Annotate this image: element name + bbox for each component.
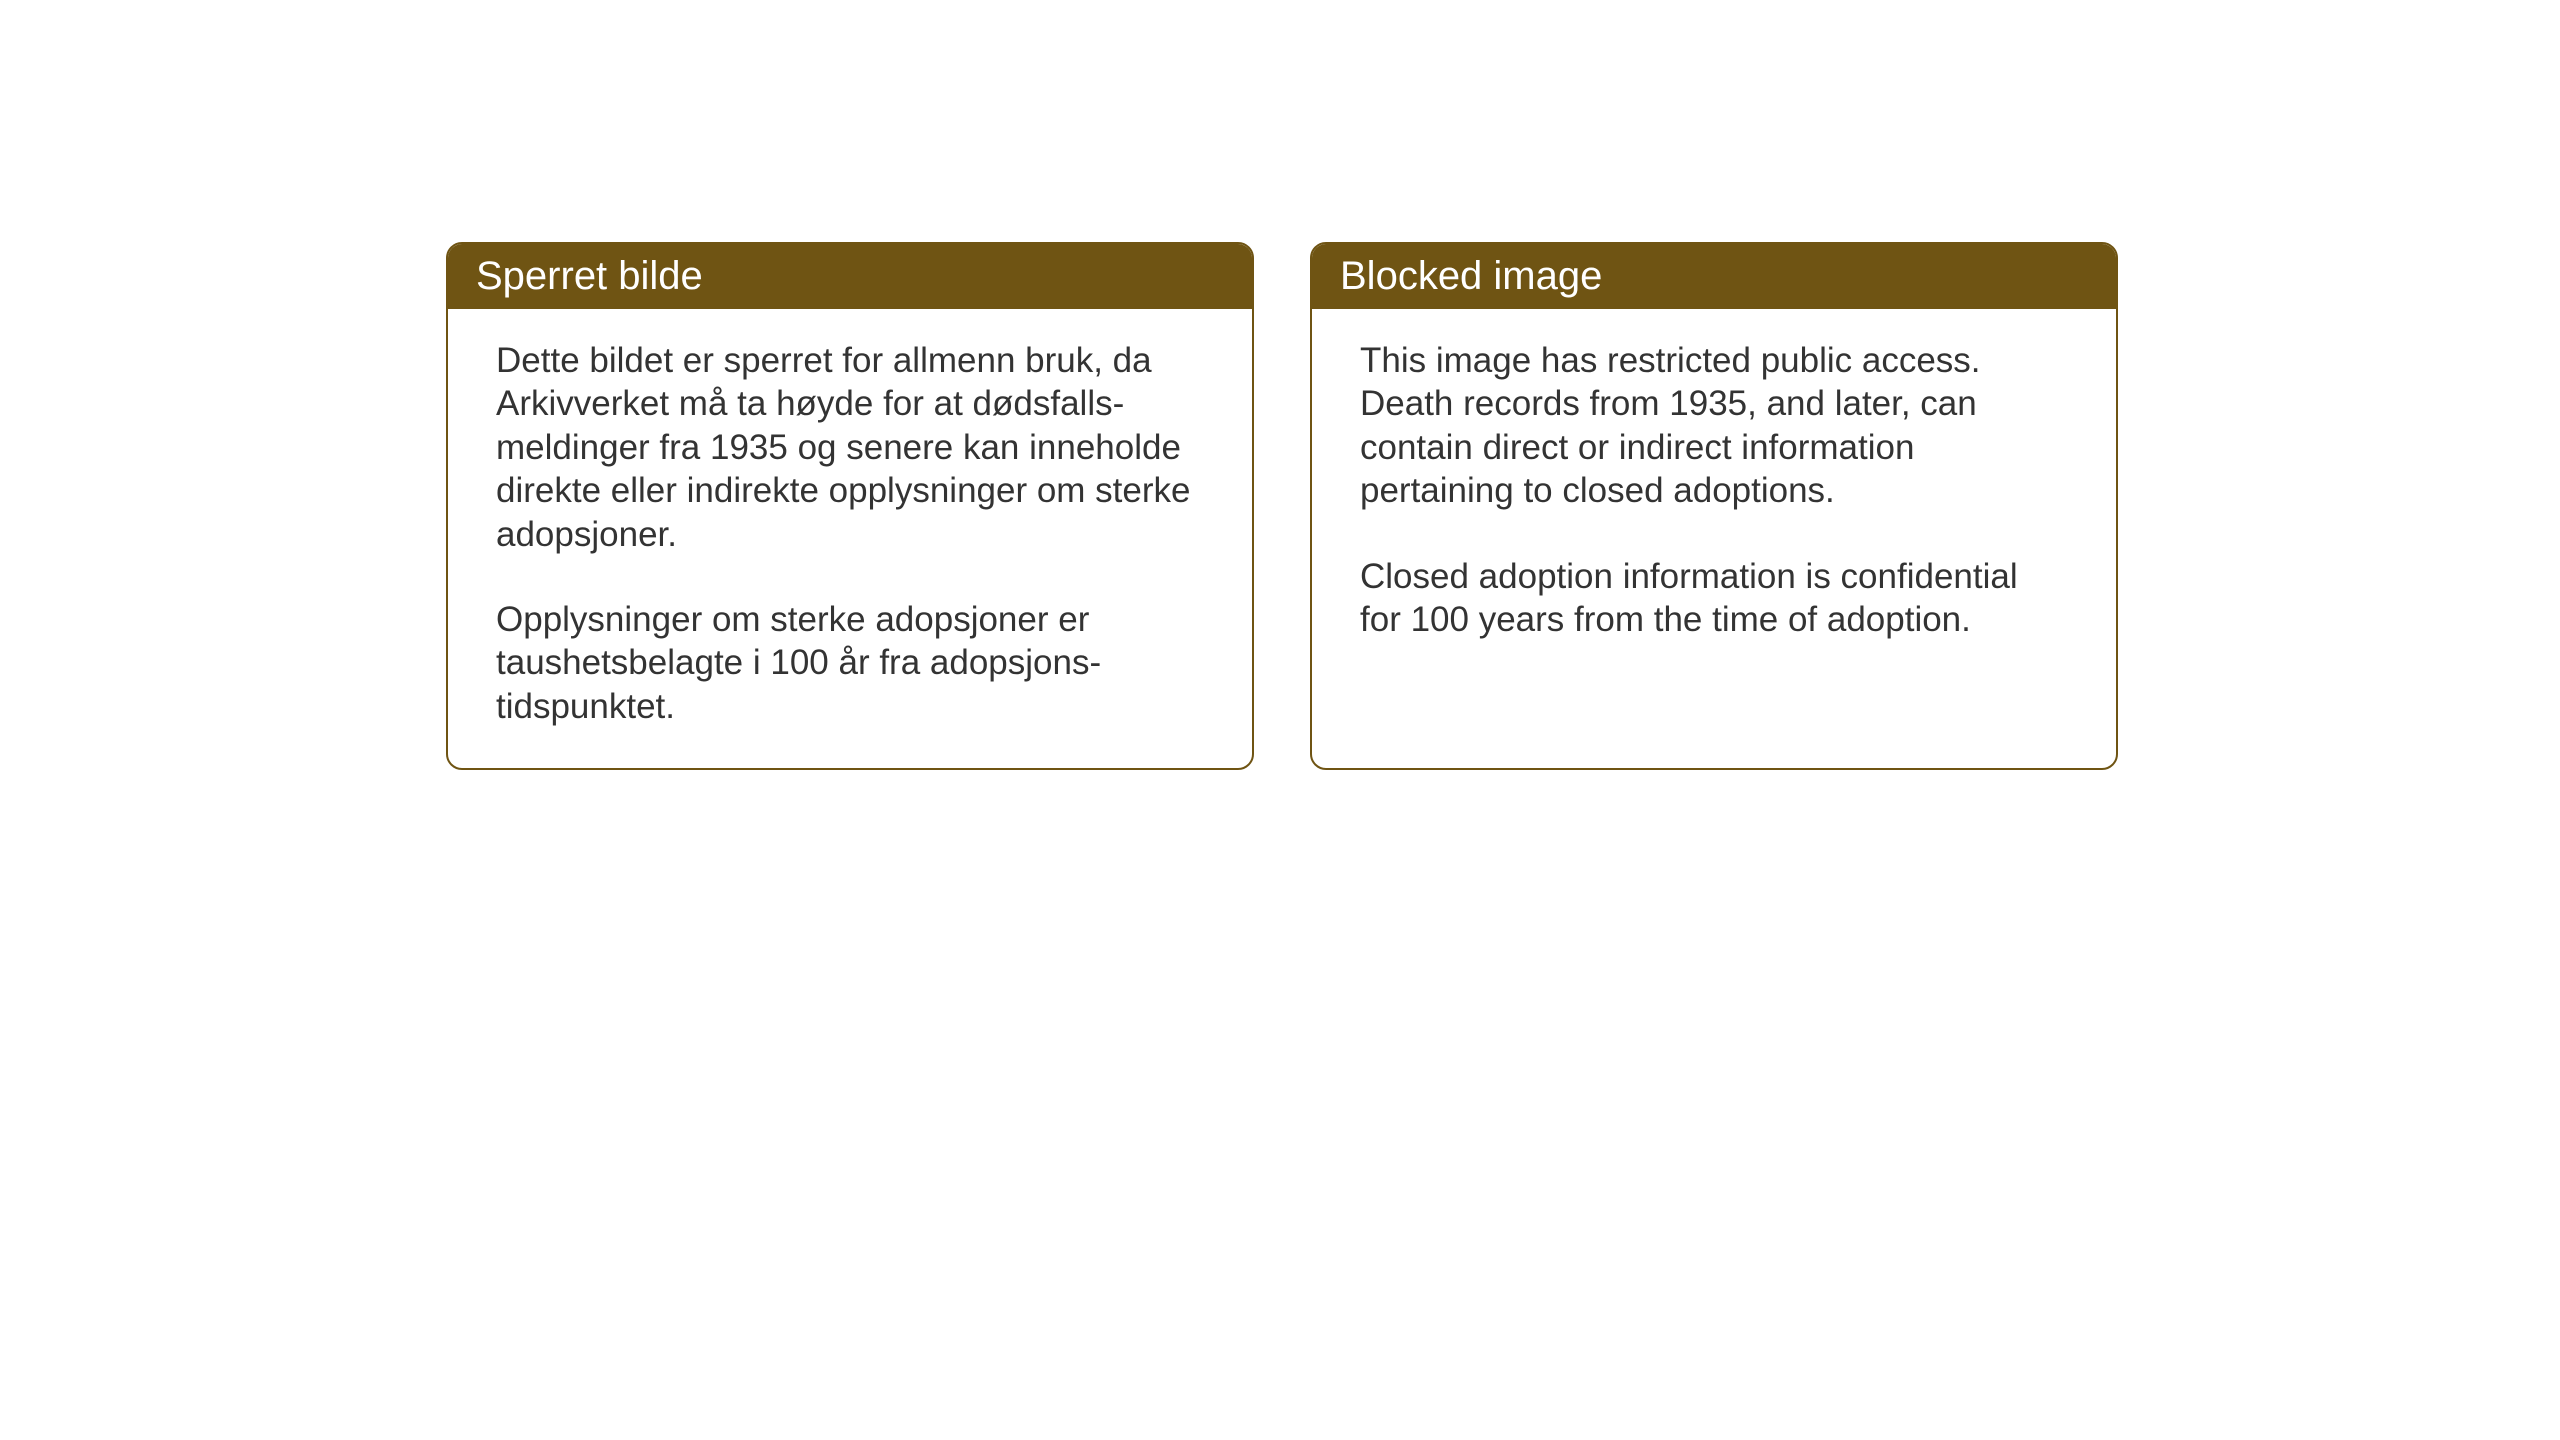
notice-body-norwegian: Dette bildet er sperret for allmenn bruk… [448, 309, 1252, 768]
notice-header-english: Blocked image [1312, 244, 2116, 309]
notice-paragraph: Closed adoption information is confident… [1360, 555, 2068, 642]
notice-header-norwegian: Sperret bilde [448, 244, 1252, 309]
notice-body-english: This image has restricted public access.… [1312, 309, 2116, 681]
notice-card-norwegian: Sperret bilde Dette bildet er sperret fo… [446, 242, 1254, 770]
notice-container: Sperret bilde Dette bildet er sperret fo… [446, 242, 2118, 770]
notice-title: Sperret bilde [476, 254, 703, 298]
notice-card-english: Blocked image This image has restricted … [1310, 242, 2118, 770]
notice-title: Blocked image [1340, 254, 1602, 298]
notice-paragraph: This image has restricted public access.… [1360, 339, 2068, 513]
notice-paragraph: Dette bildet er sperret for allmenn bruk… [496, 339, 1204, 556]
notice-paragraph: Opplysninger om sterke adopsjoner er tau… [496, 598, 1204, 728]
